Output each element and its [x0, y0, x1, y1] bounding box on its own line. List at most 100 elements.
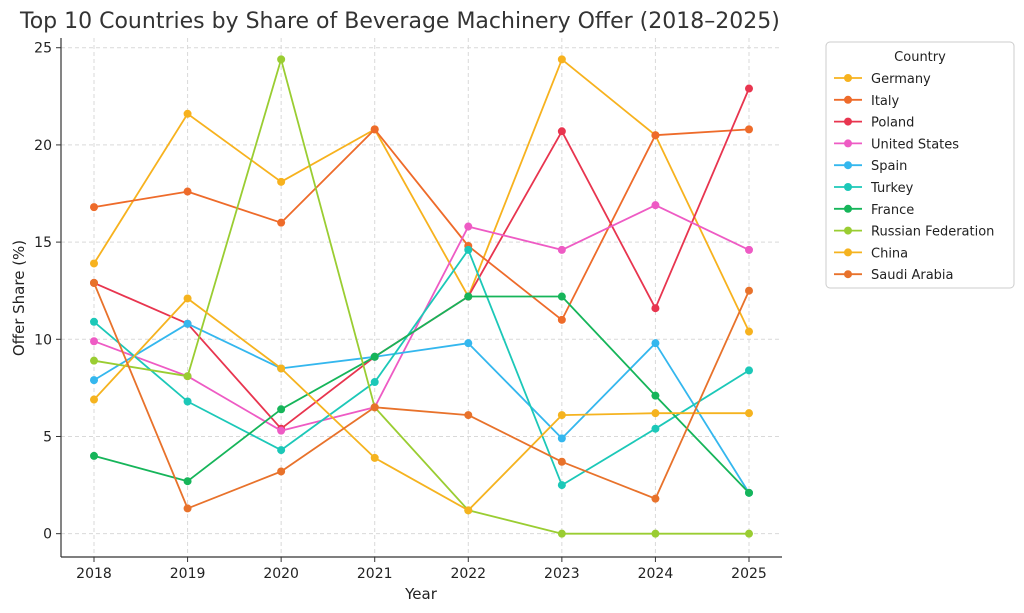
series-china	[90, 294, 753, 515]
data-point-italy	[90, 203, 98, 212]
data-point-russian-federation	[277, 55, 286, 64]
series-line-united-states	[93, 204, 750, 432]
series-line-russian-federation	[93, 58, 749, 535]
data-point-italy	[370, 125, 379, 134]
data-point-saudi-arabia	[557, 457, 566, 466]
y-tick-label: 20	[34, 138, 52, 154]
legend-swatch-marker	[844, 183, 852, 191]
legend-label: Poland	[871, 116, 914, 131]
data-point-china	[90, 395, 98, 404]
data-point-russian-federation	[745, 529, 753, 538]
data-point-italy	[557, 315, 566, 324]
data-point-italy	[183, 187, 192, 196]
data-point-germany	[90, 259, 98, 268]
x-tick-label: 2021	[357, 566, 393, 582]
data-point-saudi-arabia	[370, 403, 379, 412]
data-point-china	[557, 411, 566, 420]
data-point-poland	[557, 127, 566, 136]
x-tick-label: 2024	[638, 566, 674, 582]
legend-swatch-marker	[844, 248, 852, 257]
grid-lines	[61, 38, 782, 557]
data-point-spain	[183, 319, 192, 328]
series-france	[90, 292, 753, 497]
legend-swatch-marker	[844, 95, 852, 104]
legend-label: France	[871, 203, 914, 218]
legend-label: Spain	[871, 159, 907, 174]
legend-item-russian-federation: Russian Federation	[834, 225, 994, 240]
data-point-poland	[651, 304, 660, 313]
data-point-italy	[651, 131, 660, 140]
data-point-france	[557, 292, 566, 301]
data-point-spain	[651, 339, 660, 348]
legend-label: Russian Federation	[871, 225, 994, 240]
data-point-united-states	[464, 222, 473, 231]
legend-item-italy: Italy	[834, 94, 900, 109]
x-tick-label: 2018	[76, 566, 112, 582]
data-point-turkey	[745, 366, 753, 375]
data-point-italy	[745, 125, 753, 134]
data-point-saudi-arabia	[277, 467, 286, 476]
data-point-spain	[90, 376, 98, 385]
x-tick-label: 2019	[170, 566, 206, 582]
data-point-russian-federation	[183, 372, 192, 381]
legend-items: Germany Italy Poland United States Spain Turk…	[834, 72, 994, 283]
data-point-united-states	[557, 245, 566, 254]
series-germany	[90, 55, 753, 336]
data-point-france	[90, 451, 98, 460]
data-point-china	[464, 506, 473, 515]
y-ticks: 0 5 10 15 20 25	[34, 41, 61, 543]
y-tick-label: 25	[34, 41, 52, 57]
series-line-spain	[93, 322, 750, 494]
legend-swatch-marker	[844, 270, 852, 279]
data-point-turkey	[277, 446, 286, 455]
legend-swatch-marker	[844, 74, 852, 82]
legend-swatch-marker	[844, 204, 852, 213]
data-point-saudi-arabia	[183, 504, 192, 513]
x-tick-label: 2025	[731, 566, 767, 582]
data-point-germany	[557, 55, 566, 64]
data-point-poland	[745, 84, 753, 93]
series-line-turkey	[93, 248, 750, 487]
series-line-china	[93, 297, 749, 512]
data-point-turkey	[557, 481, 566, 490]
series-line-saudi-arabia	[93, 282, 750, 510]
y-tick-label: 5	[43, 429, 52, 445]
x-tick-label: 2023	[544, 566, 580, 582]
legend-swatch-marker	[844, 161, 852, 170]
legend-item-united-states: United States	[834, 137, 959, 152]
data-point-china	[277, 364, 286, 373]
series-turkey	[90, 245, 753, 490]
legend-label: China	[871, 246, 908, 261]
data-point-spain	[464, 339, 473, 348]
data-point-france	[183, 477, 192, 486]
data-point-russian-federation	[651, 529, 660, 538]
data-point-saudi-arabia	[464, 411, 473, 420]
data-point-spain	[557, 434, 566, 443]
data-point-china	[183, 294, 192, 303]
data-point-germany	[745, 327, 753, 336]
legend-label: Italy	[871, 94, 900, 109]
data-point-turkey	[90, 317, 98, 326]
series-line-italy	[93, 128, 750, 321]
data-point-china	[745, 409, 753, 418]
series-italy	[90, 125, 753, 324]
series-group	[90, 55, 753, 538]
data-point-italy	[277, 218, 286, 227]
legend-item-china: China	[834, 246, 908, 261]
legend-item-france: France	[834, 203, 914, 218]
legend: Country Germany Italy Poland United States S…	[825, 41, 1015, 289]
legend-title: Country	[894, 50, 946, 65]
legend-swatch-marker	[844, 117, 852, 126]
data-point-germany	[277, 177, 286, 186]
series-spain	[90, 319, 753, 497]
legend-label: United States	[871, 137, 959, 152]
x-axis-label: Year	[404, 585, 438, 603]
data-point-russian-federation	[90, 356, 98, 365]
legend-item-saudi-arabia: Saudi Arabia	[834, 268, 954, 283]
series-line-france	[93, 295, 750, 494]
data-point-turkey	[651, 424, 660, 433]
y-tick-label: 0	[43, 527, 52, 543]
x-tick-label: 2022	[450, 566, 486, 582]
legend-item-germany: Germany	[834, 72, 931, 87]
